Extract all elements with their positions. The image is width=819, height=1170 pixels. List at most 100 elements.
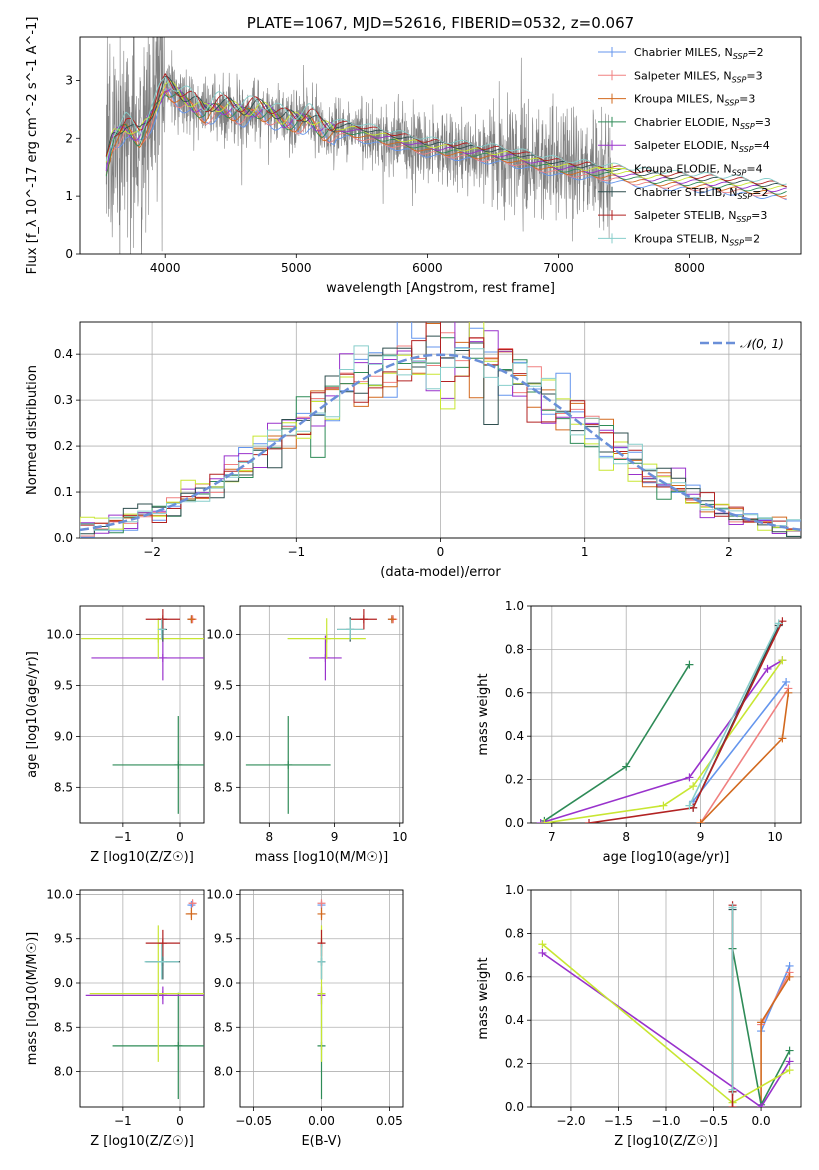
data-point (157, 957, 166, 966)
weight-marker (728, 1103, 737, 1107)
weight-marker (778, 734, 787, 743)
spectrum-frame (79, 36, 802, 255)
spectrum-xtick-label: 5000 (281, 261, 312, 275)
mass_vs_ebv-ytick-label: 8.5 (214, 1020, 233, 1034)
weight-marker (774, 619, 783, 628)
model-line-kroupa_stelib (105, 76, 787, 186)
data-point (158, 653, 167, 662)
residuals-legend: 𝒩(0, 1) (700, 337, 784, 351)
weight_vs_age-ytick-label: 0.0 (505, 816, 524, 830)
data-point (317, 957, 326, 966)
weight_vs_Z-xtick-label: −2.0 (556, 1114, 585, 1128)
weight-marker (728, 1085, 737, 1094)
mass_vs_Z-ytick-label: 9.5 (54, 932, 73, 946)
histogram-kroupa_stelib (80, 345, 801, 538)
mass_vs_ebv-xtick-label: 0.05 (376, 1114, 403, 1128)
weight-marker (782, 677, 791, 686)
weight-marker (778, 656, 787, 665)
mass_vs_Z-ytick-label: 8.5 (54, 1020, 73, 1034)
weight_vs_Z-xtick-label: 0.0 (752, 1114, 771, 1128)
age_vs_Z-xlabel: Z [log10(Z/Z☉)] (90, 850, 194, 865)
chart-mass_vs_ebv: −0.05 0.00 0.05 8.0 8.5 9.0 9.5 10.0 E(B-V) (206, 887, 404, 1149)
chart-weight_vs_age: 7 8 9 10 0.0 0.2 0.4 0.6 0.8 1.0 age [log10(age/yr… (476, 599, 802, 865)
chart-residuals: −2 −1 0 1 2 0.0 0.1 0.2 0.3 0.4 (data-model)/error… (25, 321, 802, 580)
age_vs_Z-ytick-label: 9.0 (54, 729, 73, 743)
age_vs_mass-ytick-label: 9.0 (214, 729, 233, 743)
weight-marker (685, 773, 694, 782)
weight-marker (785, 1057, 794, 1066)
mass_vs_Z-xlabel: Z [log10(Z/Z☉)] (90, 1134, 194, 1149)
weight_vs_age-xtick-label: 8 (622, 830, 630, 844)
residuals-xtick-label: 0 (437, 545, 445, 559)
data-point (187, 615, 196, 624)
mass_vs_Z-ytick-label: 8.0 (54, 1065, 73, 1079)
age_vs_mass-plot-area (245, 609, 398, 814)
residuals-plot-area (80, 322, 801, 538)
weight-line (688, 623, 780, 806)
spectrum-ytick-label: 0 (65, 247, 73, 261)
legend-label-chabrier_elodie: Chabrier ELODIE, NSSP=3 (634, 116, 771, 131)
chart-age_vs_mass: 8 9 10 8.5 9.0 9.5 10.0 mass [log10(M/M☉)] (206, 605, 407, 865)
data-point (174, 1041, 183, 1050)
spectrum-xtick-label: 4000 (150, 261, 181, 275)
data-point (158, 991, 167, 1000)
age_vs_Z-frame (79, 605, 205, 824)
mass_vs_ebv-ytick-label: 9.5 (214, 932, 233, 946)
age_vs_Z-xtick-label: 0 (176, 830, 184, 844)
weight-marker (785, 1046, 794, 1055)
age_vs_mass-frame (239, 605, 404, 824)
spectrum-xtick-label: 8000 (674, 261, 705, 275)
weight_vs_Z-xlabel: Z [log10(Z/Z☉)] (614, 1134, 718, 1149)
weight_vs_age-plot-area (536, 617, 793, 823)
data-point (317, 989, 326, 998)
age_vs_Z-ytick-label: 8.5 (54, 780, 73, 794)
spectrum-plot-area (105, 37, 787, 254)
weight_vs_Z-ytick-label: 0.4 (505, 1013, 524, 1027)
weight-marker (685, 801, 694, 810)
legend-label-kroupa_elodie: Kroupa ELODIE, NSSP=4 (634, 163, 763, 178)
weight_vs_Z-ytick-label: 0.8 (505, 926, 524, 940)
weight-marker (685, 660, 694, 669)
age_vs_mass-ytick-label: 9.5 (214, 678, 233, 692)
mass_vs_Z-plot-area (85, 899, 204, 1100)
data-point (322, 634, 331, 643)
mass_vs_Z-ytick-label: 9.0 (54, 976, 73, 990)
weight_vs_age-ylabel: mass weight (476, 673, 491, 755)
age_vs_mass-xlabel: mass [log10(M/M☉)] (255, 850, 388, 865)
data-point (158, 939, 167, 948)
weight-marker (585, 819, 594, 823)
data-point (359, 615, 368, 624)
data-point (187, 909, 196, 918)
weight-line (699, 688, 790, 823)
mass_vs_Z-ylabel: mass [log10(M/M☉)] (25, 932, 40, 1065)
chart-title: PLATE=1067, MJD=52616, FIBERID=0532, z=0… (247, 14, 634, 32)
weight_vs_Z-xtick-label: −1.5 (604, 1114, 633, 1128)
weight-marker (757, 1103, 766, 1107)
weight-marker (659, 801, 668, 810)
mass_vs_ebv-xtick-label: −0.05 (235, 1114, 272, 1128)
data-point (387, 615, 396, 624)
weight-marker (689, 782, 698, 791)
weight_vs_age-ytick-label: 0.8 (505, 642, 524, 656)
spectrum-xtick-label: 7000 (543, 261, 574, 275)
data-point (158, 615, 167, 624)
age_vs_mass-xtick-label: 10 (392, 830, 407, 844)
legend-label-chabrier_stelib: Chabrier STELIB, NSSP=2 (634, 186, 768, 201)
chart-mass_vs_Z: −1 0 8.0 8.5 9.0 9.5 10.0 Z [log10(Z/Z☉)] mass [… (25, 887, 205, 1149)
weight-marker (538, 948, 547, 957)
weight-marker (540, 819, 549, 823)
weight-marker (763, 664, 772, 673)
age_vs_Z-ytick-label: 9.5 (54, 678, 73, 692)
weight-marker (785, 972, 794, 981)
weight-line (544, 659, 784, 823)
mass_vs_Z-xtick-label: 0 (176, 1114, 184, 1128)
residuals-xtick-label: −2 (143, 545, 161, 559)
mass_vs_Z-frame (79, 889, 205, 1108)
legend-label-salpeter_miles: Salpeter MILES, NSSP=3 (634, 69, 763, 84)
age_vs_mass-ytick-label: 10.0 (206, 628, 233, 642)
weight_vs_age-ytick-label: 0.6 (505, 686, 524, 700)
weight_vs_Z-ylabel: mass weight (476, 957, 491, 1039)
normal-curve (80, 353, 801, 532)
weight_vs_age-xtick-label: 9 (697, 830, 705, 844)
